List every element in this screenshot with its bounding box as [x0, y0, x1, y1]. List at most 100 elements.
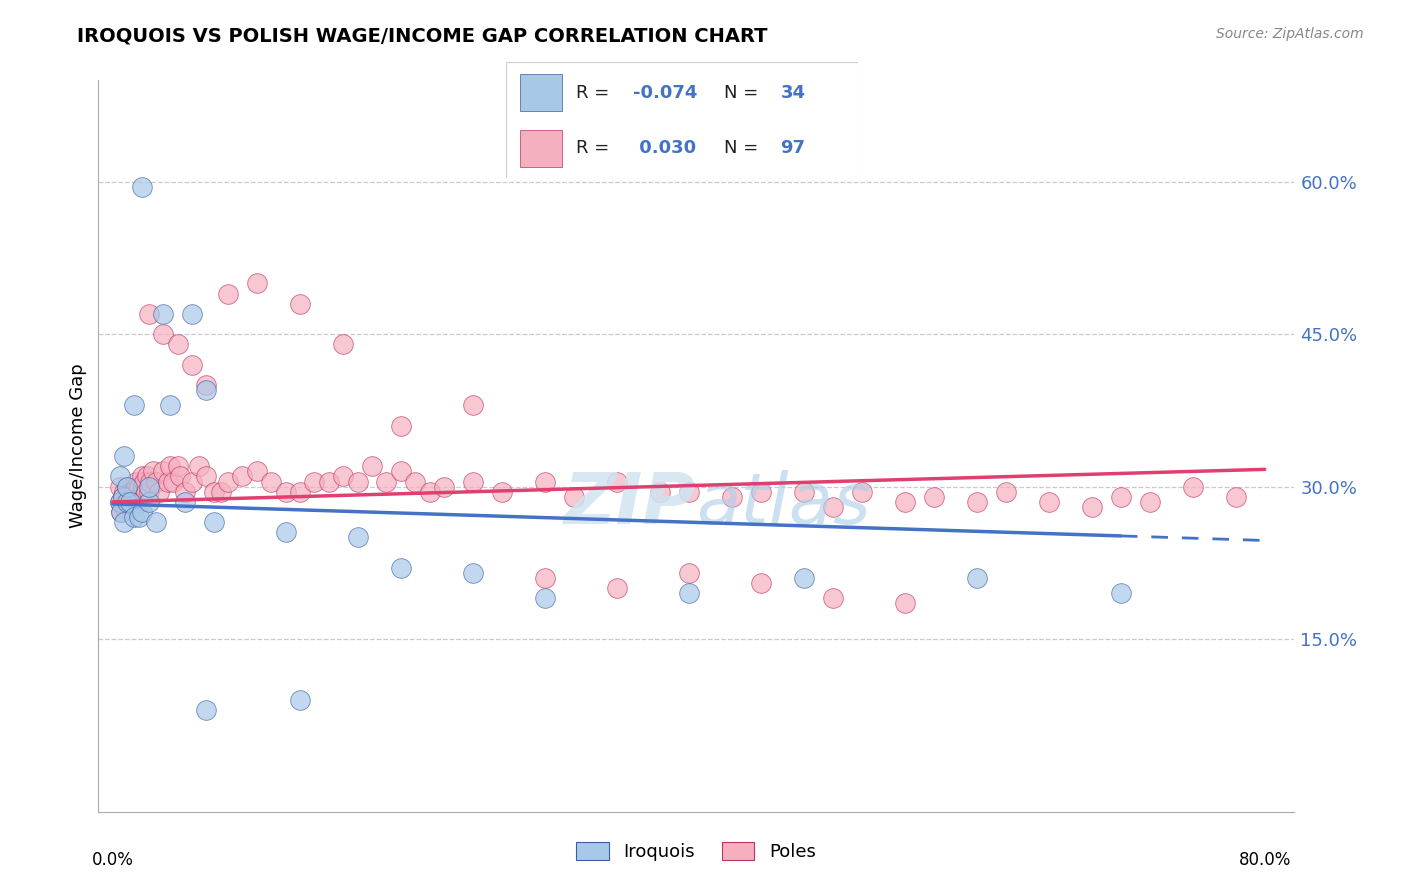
Point [1181, 480, 1204, 494]
Text: N =: N = [724, 84, 763, 102]
Point [115, 495, 138, 509]
Point [131, 180, 153, 194]
Point [159, 398, 181, 412]
Point [346, 475, 368, 489]
Point [966, 495, 988, 509]
Point [110, 505, 132, 519]
Point [114, 495, 136, 509]
Point [217, 475, 239, 489]
Point [288, 484, 311, 499]
Point [121, 495, 143, 509]
Point [304, 475, 326, 489]
Point [274, 525, 297, 540]
Point [124, 500, 146, 514]
Point [361, 459, 384, 474]
Point [195, 703, 218, 717]
Point [152, 327, 174, 342]
Point [148, 484, 170, 499]
Point [115, 480, 138, 494]
Point [678, 586, 700, 600]
Point [246, 464, 269, 478]
Point [139, 475, 162, 489]
Point [152, 307, 174, 321]
Point [124, 398, 146, 412]
Point [749, 484, 772, 499]
Text: 97: 97 [780, 139, 806, 157]
FancyBboxPatch shape [506, 62, 858, 178]
Point [533, 591, 555, 606]
Point [332, 337, 354, 351]
Point [217, 286, 239, 301]
Point [966, 571, 988, 585]
Point [195, 378, 218, 392]
Point [110, 505, 132, 519]
Point [389, 418, 412, 433]
Text: 0.030: 0.030 [633, 139, 696, 157]
Point [288, 693, 311, 707]
Point [131, 469, 153, 483]
Text: ZIP: ZIP [564, 470, 696, 539]
Point [166, 337, 188, 351]
Point [893, 597, 915, 611]
Point [122, 484, 145, 499]
Point [145, 475, 167, 489]
Point [134, 475, 156, 489]
Point [793, 484, 815, 499]
Point [108, 469, 131, 483]
Point [606, 475, 628, 489]
Point [209, 484, 232, 499]
Point [162, 475, 184, 489]
Point [851, 484, 873, 499]
Point [246, 277, 269, 291]
Text: 80.0%: 80.0% [1239, 851, 1291, 869]
Point [274, 484, 297, 499]
Legend: Iroquois, Poles: Iroquois, Poles [569, 835, 823, 869]
Point [389, 464, 412, 478]
Point [793, 571, 815, 585]
Point [129, 495, 152, 509]
Point [156, 475, 179, 489]
Point [152, 464, 174, 478]
Point [181, 307, 204, 321]
Point [138, 307, 160, 321]
Point [108, 480, 131, 494]
Point [491, 484, 513, 499]
Point [136, 469, 159, 483]
Point [1081, 500, 1104, 514]
FancyBboxPatch shape [520, 74, 562, 112]
Point [145, 515, 167, 529]
Point [1139, 495, 1161, 509]
Point [533, 571, 555, 585]
Point [404, 475, 426, 489]
Point [120, 484, 142, 499]
Point [419, 484, 441, 499]
Point [1225, 490, 1247, 504]
Point [131, 505, 153, 519]
Point [125, 475, 148, 489]
Point [173, 495, 195, 509]
Point [231, 469, 253, 483]
Point [461, 475, 484, 489]
Point [433, 480, 456, 494]
Point [169, 469, 191, 483]
Point [173, 484, 195, 499]
Point [132, 480, 155, 494]
Point [533, 475, 555, 489]
Y-axis label: Wage/Income Gap: Wage/Income Gap [69, 364, 87, 528]
Point [120, 495, 142, 509]
Point [112, 500, 135, 514]
Point [389, 561, 412, 575]
Text: -0.074: -0.074 [633, 84, 697, 102]
Text: Source: ZipAtlas.com: Source: ZipAtlas.com [1216, 27, 1364, 41]
Point [1109, 586, 1132, 600]
Text: IROQUOIS VS POLISH WAGE/INCOME GAP CORRELATION CHART: IROQUOIS VS POLISH WAGE/INCOME GAP CORRE… [77, 27, 768, 45]
Point [318, 475, 340, 489]
Point [138, 484, 160, 499]
Point [461, 566, 484, 580]
Point [131, 484, 153, 499]
Text: N =: N = [724, 139, 763, 157]
Point [893, 495, 915, 509]
Point [115, 490, 138, 504]
Text: 0.0%: 0.0% [91, 851, 134, 869]
Point [922, 490, 945, 504]
